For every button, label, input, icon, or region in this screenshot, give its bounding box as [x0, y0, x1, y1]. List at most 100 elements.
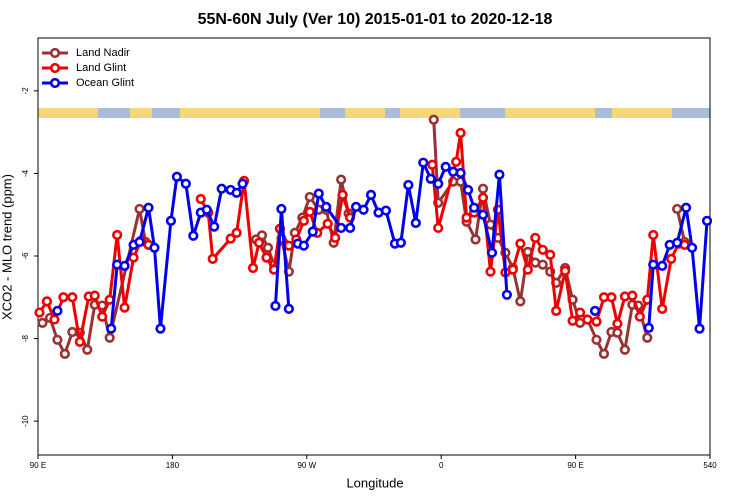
point: [304, 206, 315, 217]
point: [82, 344, 93, 355]
point: [180, 178, 191, 189]
point: [58, 292, 69, 303]
point: [425, 173, 436, 184]
point: [283, 303, 294, 314]
point: [612, 318, 623, 329]
point: [686, 242, 698, 253]
point: [321, 201, 332, 212]
point: [418, 157, 429, 168]
point: [470, 234, 481, 245]
point: [672, 203, 683, 215]
point: [681, 202, 692, 213]
point: [155, 323, 166, 334]
point: [74, 336, 85, 347]
point: [298, 240, 309, 251]
point: [270, 300, 281, 312]
point: [104, 332, 115, 343]
point: [634, 311, 645, 322]
point: [237, 178, 248, 189]
point: [666, 253, 677, 264]
legend-label: Land Glint: [76, 62, 126, 74]
point: [468, 202, 480, 213]
point: [619, 344, 630, 355]
point: [486, 247, 498, 258]
point: [67, 292, 78, 303]
point: [589, 305, 601, 317]
point: [657, 260, 668, 272]
point: [395, 237, 406, 248]
point: [494, 169, 505, 180]
point: [59, 348, 70, 359]
point: [209, 221, 220, 232]
point: [231, 227, 242, 238]
point: [657, 303, 668, 314]
point: [455, 167, 466, 179]
point: [336, 174, 347, 185]
point: [574, 307, 586, 318]
point: [598, 348, 610, 359]
point: [477, 183, 489, 194]
point: [427, 159, 438, 170]
point: [337, 189, 348, 200]
point: [507, 264, 518, 275]
point: [477, 209, 489, 220]
point: [648, 259, 659, 270]
point: [165, 215, 177, 227]
point: [451, 156, 462, 167]
y-tick-label: -4: [21, 169, 30, 177]
point: [119, 302, 130, 313]
point: [247, 262, 259, 274]
point: [41, 296, 53, 307]
point: [582, 314, 593, 325]
point: [207, 253, 218, 264]
point: [283, 240, 294, 251]
point: [591, 316, 602, 327]
point: [530, 232, 541, 243]
x-tick-label: 0: [439, 461, 444, 470]
point: [522, 264, 533, 275]
point: [485, 266, 496, 277]
y-tick-label: -6: [21, 252, 30, 260]
point: [642, 332, 653, 343]
point: [428, 114, 439, 125]
point: [106, 323, 117, 334]
x-tick-label: 90 E: [567, 461, 583, 470]
point: [261, 252, 272, 263]
point: [591, 334, 602, 345]
point: [560, 265, 571, 276]
map-strip: [38, 108, 710, 118]
chart-title: 55N-60N July (Ver 10) 2015-01-01 to 2020…: [198, 11, 553, 28]
point: [455, 127, 466, 139]
point: [52, 305, 63, 317]
point: [433, 222, 444, 234]
legend-marker: [49, 62, 61, 74]
point: [253, 237, 265, 248]
point: [37, 317, 48, 328]
point: [216, 183, 227, 194]
series-line: [38, 131, 685, 344]
point: [433, 178, 444, 189]
point: [134, 203, 145, 215]
point: [134, 236, 145, 248]
point: [330, 232, 341, 243]
x-tick-label: 540: [703, 461, 717, 470]
point: [537, 259, 548, 270]
point: [551, 305, 562, 317]
point: [119, 260, 130, 272]
point: [143, 202, 154, 213]
point: [34, 307, 45, 318]
legend-label: Ocean Glint: [76, 77, 134, 89]
point: [515, 238, 526, 249]
point: [201, 204, 212, 215]
point: [171, 171, 182, 182]
point: [304, 191, 315, 203]
point: [195, 193, 206, 205]
point: [49, 314, 60, 325]
point: [701, 215, 713, 227]
point: [477, 192, 489, 203]
point: [298, 215, 309, 227]
legend-marker: [49, 77, 61, 89]
point: [358, 204, 369, 215]
point: [462, 184, 474, 196]
